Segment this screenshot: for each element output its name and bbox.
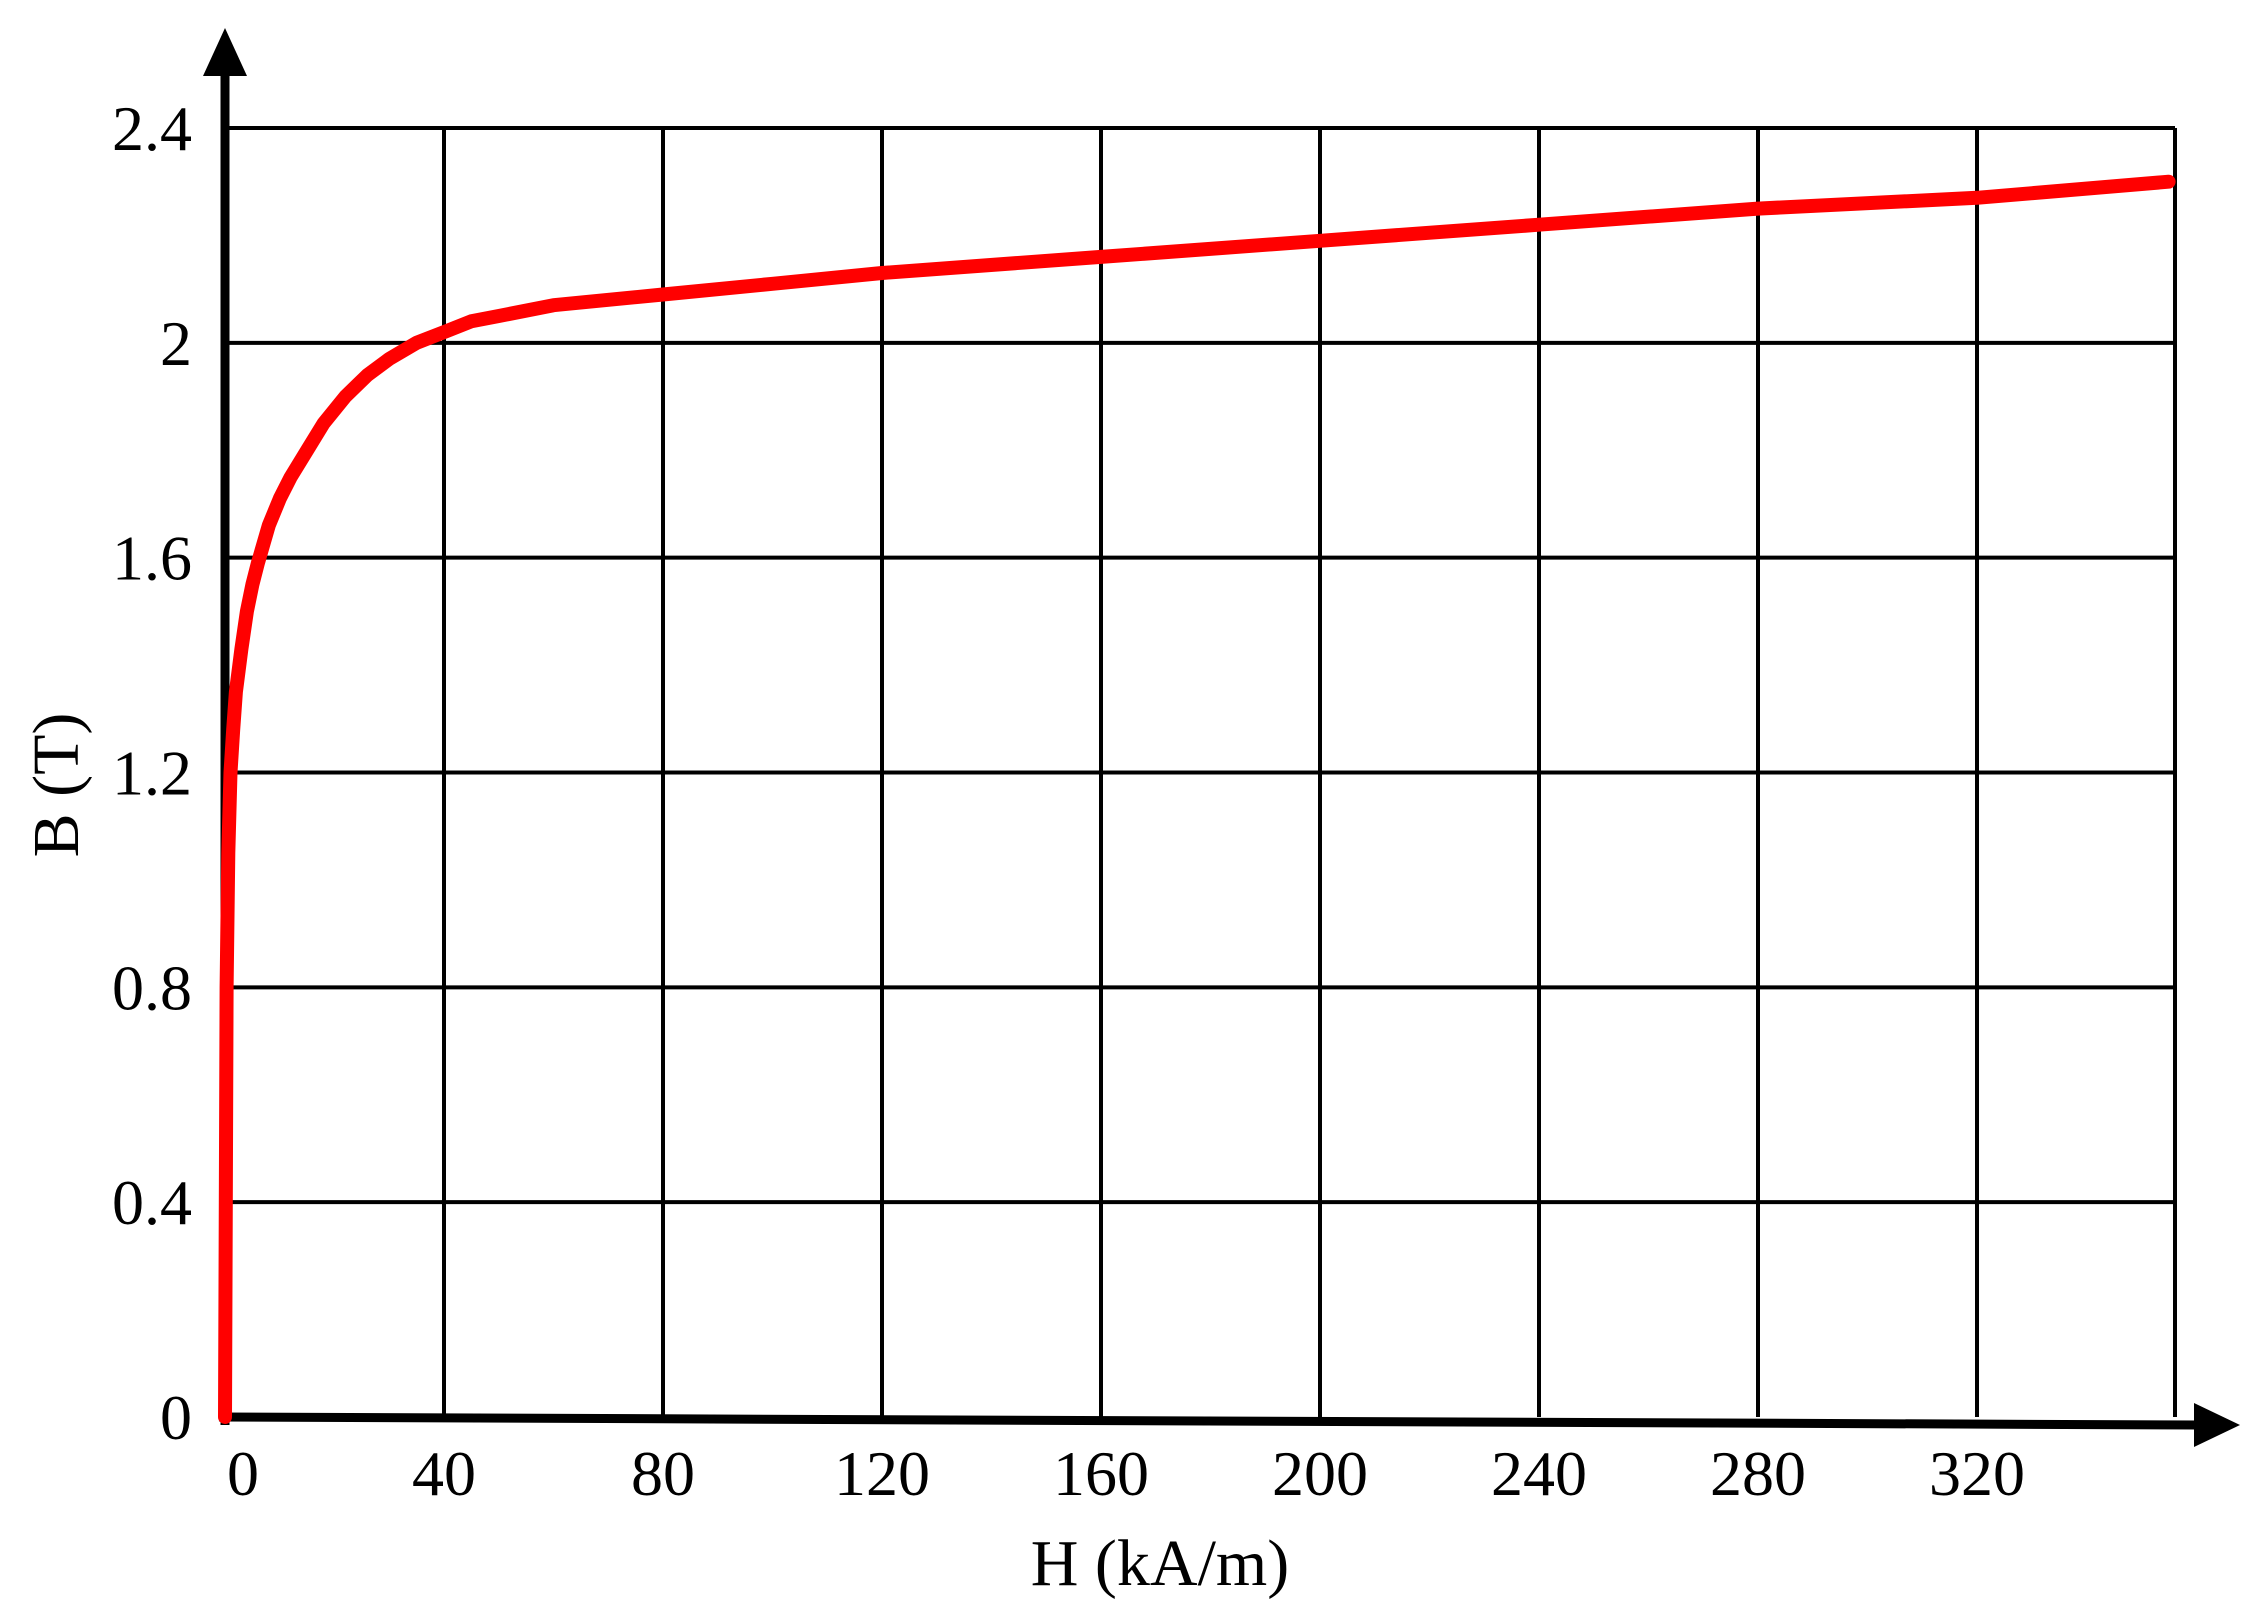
y-axis-label: B (T)	[20, 713, 93, 858]
y-tick-label: 1.6	[112, 523, 192, 594]
x-axis-arrowhead	[2194, 1403, 2240, 1447]
y-tick-label: 2.4	[112, 93, 192, 164]
y-axis-arrowhead	[203, 28, 247, 76]
y-tick-labels: 0 0.4 0.8 1.2 1.6 2 2.4	[112, 93, 192, 1453]
x-axis	[218, 1403, 2240, 1447]
y-tick-label: 0	[160, 1382, 192, 1453]
x-tick-label: 40	[412, 1438, 476, 1509]
y-tick-label: 0.4	[112, 1167, 192, 1238]
x-axis-label: H (kA/m)	[1031, 1527, 1289, 1600]
y-tick-label: 2	[160, 308, 192, 379]
x-tick-label: 120	[834, 1438, 930, 1509]
x-tick-label: 200	[1272, 1438, 1368, 1509]
x-tick-label: 160	[1053, 1438, 1149, 1509]
x-tick-label: 240	[1491, 1438, 1587, 1509]
grid-lines	[225, 126, 2177, 1417]
x-tick-label: 0	[227, 1438, 259, 1509]
x-tick-labels: 0 40 80 120 160 200 240 280 320	[227, 1438, 2025, 1509]
y-tick-label: 1.2	[112, 738, 192, 809]
x-tick-label: 280	[1710, 1438, 1806, 1509]
series-layer	[218, 174, 2176, 1424]
x-tick-label: 80	[631, 1438, 695, 1509]
y-tick-label: 0.8	[112, 952, 192, 1023]
series-line	[218, 174, 2176, 1424]
x-tick-label: 320	[1929, 1438, 2025, 1509]
x-axis-line	[218, 1412, 2201, 1430]
